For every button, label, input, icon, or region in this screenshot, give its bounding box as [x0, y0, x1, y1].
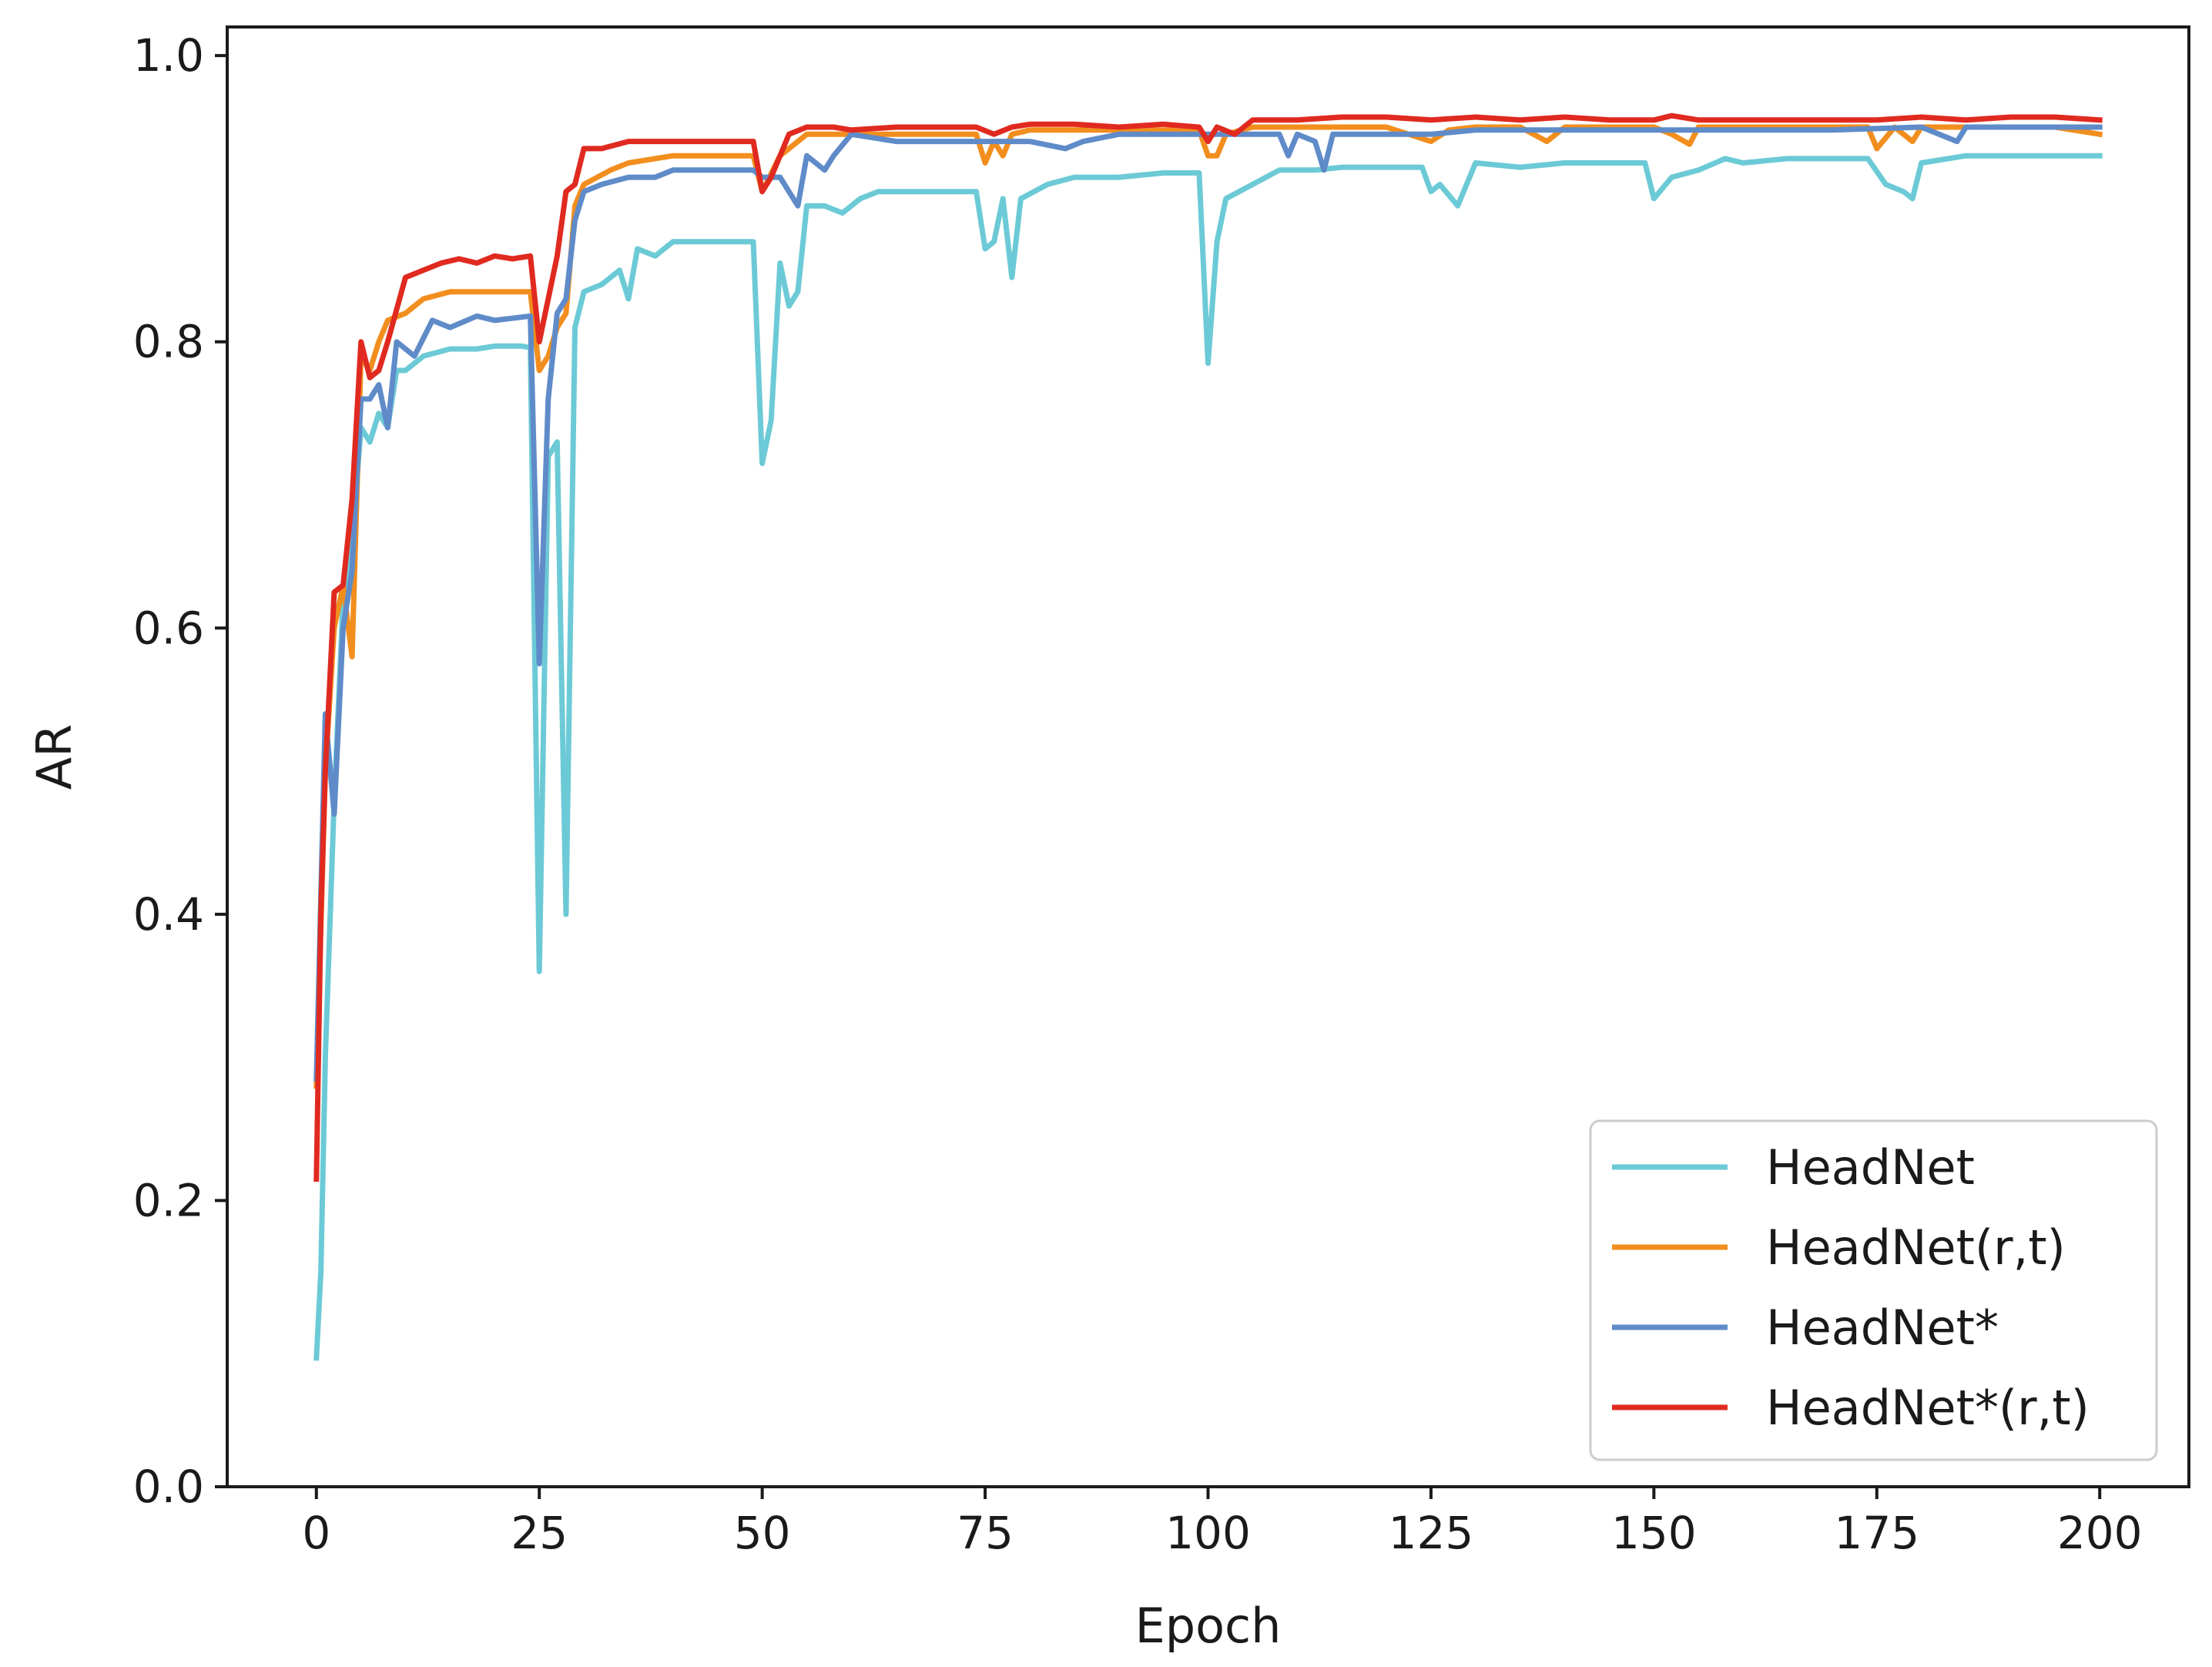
y-tick-label: 0.4 [133, 888, 204, 941]
y-tick-label: 0.0 [133, 1461, 204, 1513]
series-line-headnet [313, 153, 2103, 1361]
y-tick-label: 0.2 [133, 1174, 204, 1226]
x-tick-label: 200 [2057, 1507, 2143, 1559]
series-line-headnet-r-t [313, 124, 2103, 1089]
x-tick-label: 25 [511, 1507, 568, 1559]
x-tick-label: 125 [1389, 1507, 1474, 1559]
x-tick-label: 0 [302, 1507, 330, 1559]
series-line-headnet [313, 124, 2103, 1082]
series-layer [313, 112, 2103, 1361]
x-tick-label: 75 [957, 1507, 1014, 1559]
x-axis-label: Epoch [1135, 1598, 1282, 1654]
x-axis: 0 25 50 75 100 125 150 175 200 [302, 1487, 2143, 1559]
legend-label: HeadNet(r,t) [1766, 1219, 2066, 1276]
legend-label: HeadNet*(r,t) [1766, 1380, 2090, 1436]
y-tick-label: 0.6 [133, 602, 204, 654]
legend-box [1589, 1119, 2158, 1461]
legend: HeadNet HeadNet(r,t) HeadNet* HeadNet*(r,t) [1589, 1119, 2158, 1461]
x-tick-label: 50 [734, 1507, 791, 1559]
x-tick-label: 175 [1834, 1507, 1919, 1559]
legend-label: HeadNet [1766, 1139, 1975, 1196]
y-axis-label: AR [26, 724, 82, 790]
series-line-headnet-r-t [313, 112, 2103, 1182]
x-tick-label: 100 [1165, 1507, 1251, 1559]
y-tick-label: 1.0 [133, 29, 204, 82]
legend-label: HeadNet* [1766, 1300, 1999, 1356]
y-tick-label: 0.8 [133, 316, 204, 368]
x-tick-label: 150 [1611, 1507, 1697, 1559]
y-axis: 0.0 0.2 0.4 0.6 0.8 1.0 [133, 29, 227, 1513]
